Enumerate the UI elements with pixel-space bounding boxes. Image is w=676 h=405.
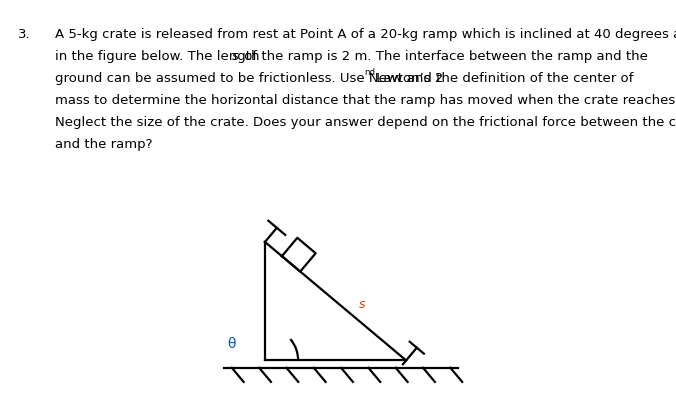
Text: of the ramp is 2 m. The interface between the ramp and the: of the ramp is 2 m. The interface betwee… [239,50,648,63]
Text: Neglect the size of the crate. Does your answer depend on the frictional force b: Neglect the size of the crate. Does your… [55,116,676,129]
Text: nd: nd [364,68,375,77]
Text: ground can be assumed to be frictionless. Use Newton’s 2: ground can be assumed to be frictionless… [55,72,443,85]
Text: s: s [232,50,239,63]
Text: s: s [359,298,365,311]
Text: Law and the definition of the center of: Law and the definition of the center of [372,72,633,85]
Text: and the ramp?: and the ramp? [55,138,153,151]
Text: 3.: 3. [18,28,30,41]
Text: A 5-kg crate is released from rest at Point A of a 20-kg ramp which is inclined : A 5-kg crate is released from rest at Po… [55,28,676,41]
Text: in the figure below. The length: in the figure below. The length [55,50,264,63]
Text: mass to determine the horizontal distance that the ramp has moved when the crate: mass to determine the horizontal distanc… [55,94,676,107]
Text: θ: θ [228,337,236,351]
